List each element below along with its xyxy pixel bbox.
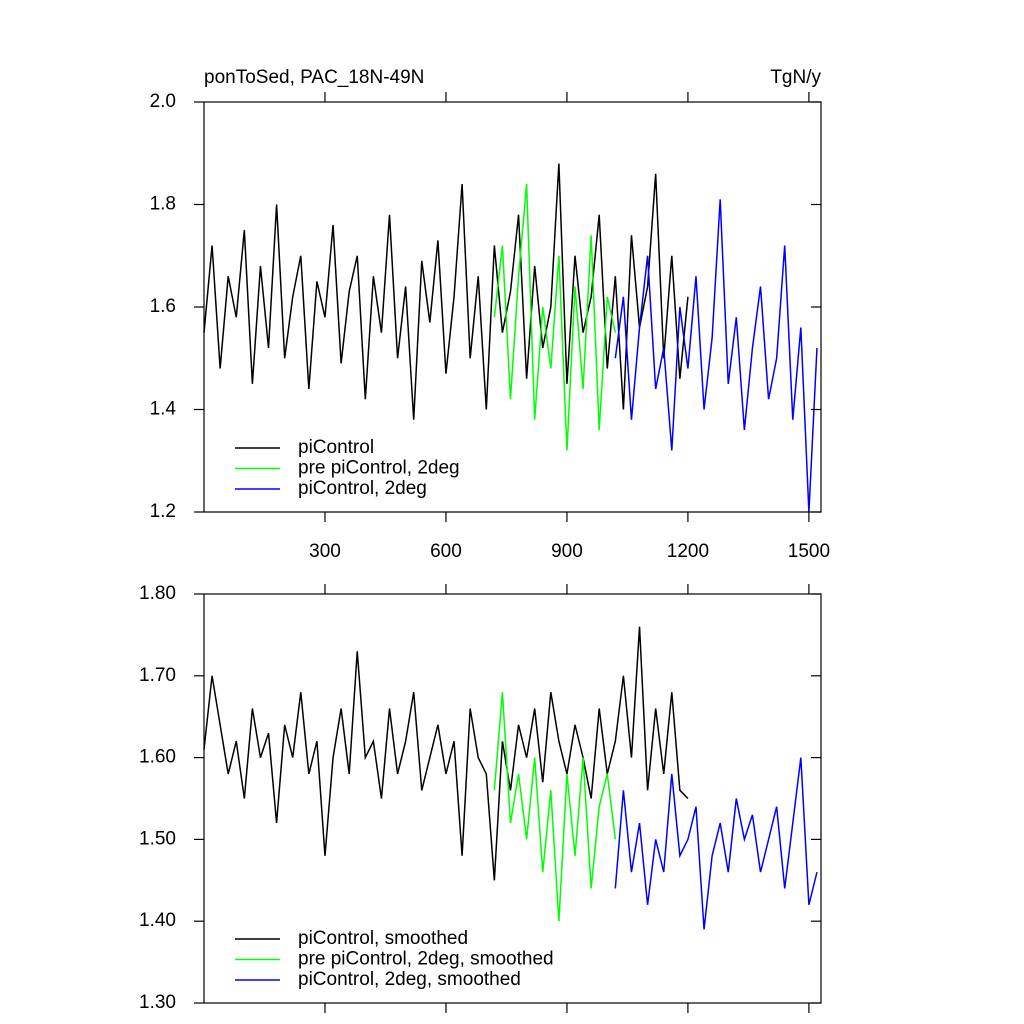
units-label: TgN/y: [770, 67, 821, 88]
x-tick-label: 1500: [788, 541, 830, 562]
data-line: [614, 199, 818, 513]
data-line: [203, 626, 689, 881]
y-tick-label: 1.50: [139, 828, 176, 849]
y-tick-label: 1.8: [150, 194, 176, 215]
legend-label: piControl, smoothed: [298, 928, 468, 949]
y-tick-label: 1.4: [150, 399, 177, 420]
data-line: [493, 183, 617, 451]
data-line: [614, 757, 818, 930]
y-tick-label: 1.70: [139, 665, 176, 686]
x-tick-label: 300: [309, 541, 341, 562]
legend-label: piControl: [298, 437, 374, 458]
y-tick-label: 1.30: [139, 992, 176, 1013]
y-tick-label: 1.40: [139, 910, 176, 931]
y-tick-label: 2.0: [150, 91, 176, 112]
y-tick-label: 1.60: [139, 747, 176, 768]
legend-label: pre piControl, 2deg, smoothed: [298, 949, 554, 970]
x-tick-label: 600: [430, 541, 462, 562]
data-line: [493, 692, 617, 922]
legend-label: piControl, 2deg, smoothed: [298, 969, 521, 990]
chart-title: ponToSed, PAC_18N-49N: [204, 67, 424, 88]
y-tick-label: 1.80: [139, 583, 176, 604]
legend-label: pre piControl, 2deg: [298, 458, 460, 479]
x-tick-label: 1200: [667, 541, 709, 562]
plot-frame: [203, 101, 822, 513]
y-tick-label: 1.2: [150, 501, 176, 522]
plot-frame: [203, 593, 822, 1004]
data-line: [203, 163, 689, 420]
x-tick-label: 900: [551, 541, 583, 562]
legend-label: piControl, 2deg: [298, 478, 427, 499]
y-tick-label: 1.6: [150, 296, 176, 317]
